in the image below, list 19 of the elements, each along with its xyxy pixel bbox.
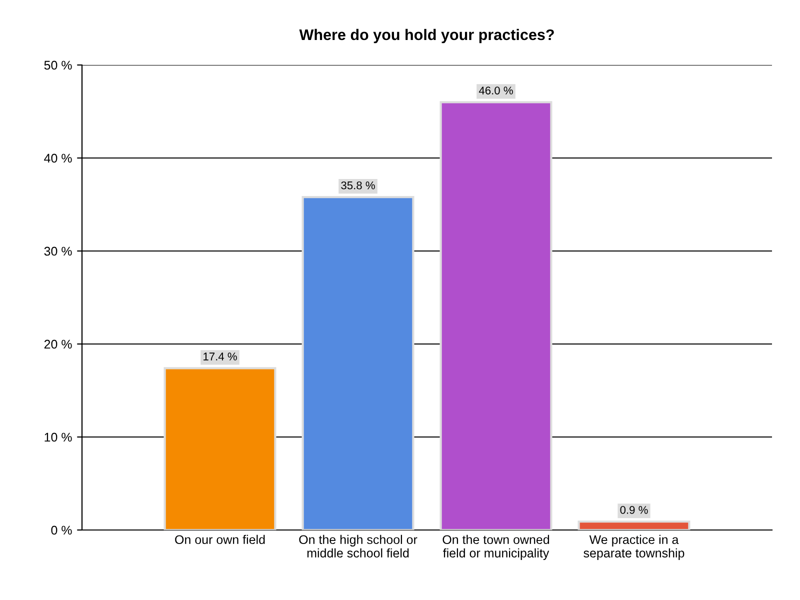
y-tick-label: 30 %	[44, 246, 72, 256]
x-tick-label: We practice in a separate township	[584, 534, 684, 560]
bar	[302, 196, 414, 530]
y-tick-label: 50 %	[44, 60, 72, 70]
y-tick-label: 10 %	[44, 432, 72, 442]
bar	[440, 101, 552, 530]
data-label: 46.0 %	[478, 86, 513, 94]
y-tick-label: 40 %	[44, 154, 72, 163]
data-label: 35.8 %	[341, 181, 375, 190]
chart-title: Where do you hold your practices?	[299, 28, 554, 44]
x-tick-label: On the high school or middle school field	[299, 534, 418, 558]
bar	[164, 367, 276, 530]
y-tick-label: 20 %	[44, 340, 72, 349]
x-tick-label: On our own field	[175, 534, 265, 544]
data-label: 17.4 %	[204, 352, 237, 360]
x-tick-label: On the town owned field or municipality	[442, 534, 550, 560]
data-label: 0.9 %	[620, 506, 648, 514]
bar	[578, 520, 690, 530]
y-tick-label: 0 %	[51, 526, 72, 535]
